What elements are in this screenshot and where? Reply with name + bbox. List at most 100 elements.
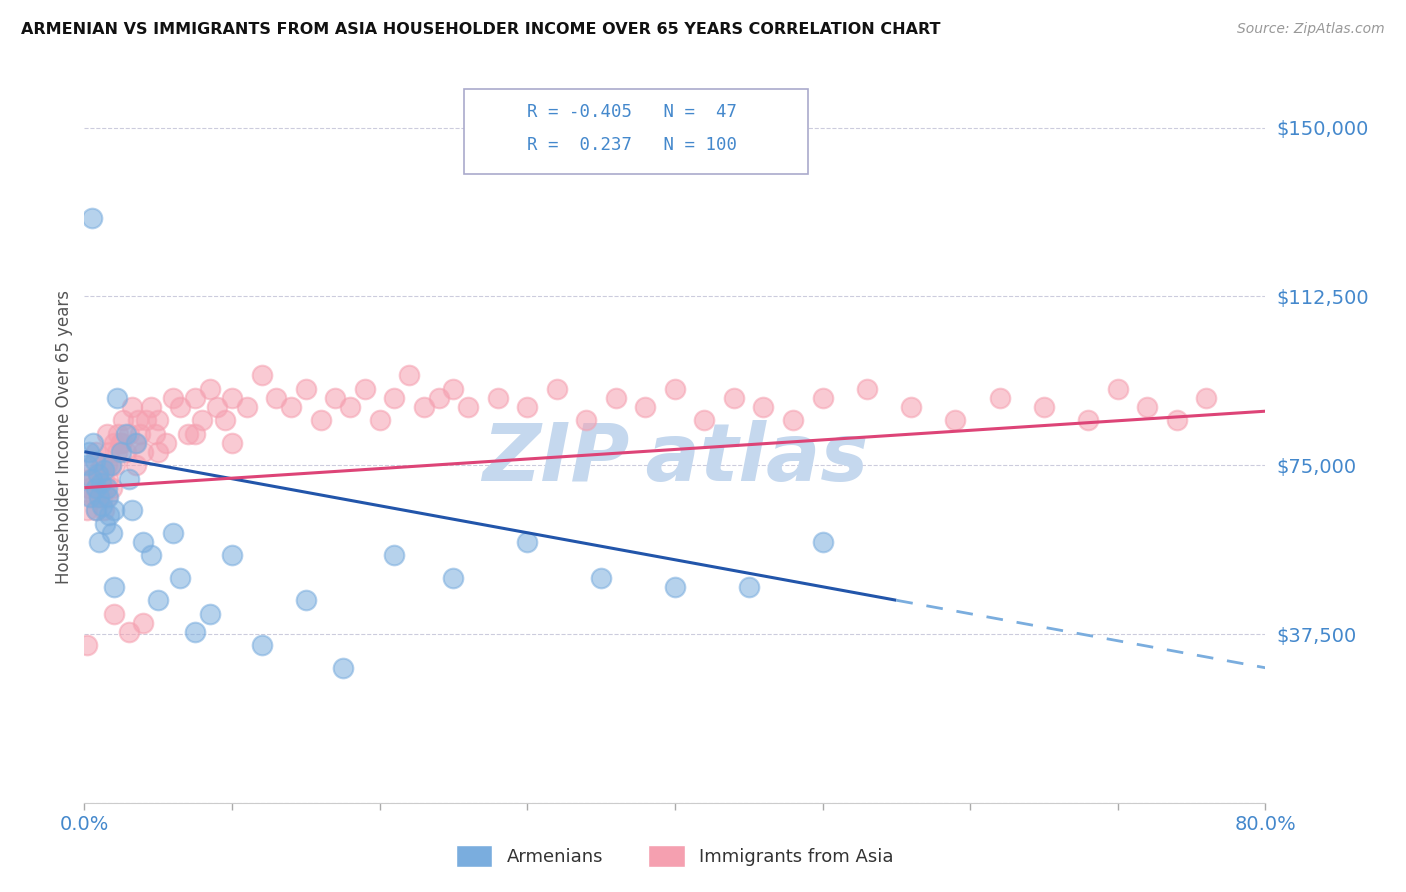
Point	[135, 413, 157, 427]
Point	[198, 382, 221, 396]
Point	[413, 400, 436, 414]
Point	[162, 525, 184, 540]
Point	[83, 490, 105, 504]
Point	[382, 548, 406, 562]
Point	[184, 624, 207, 639]
Point	[177, 426, 200, 441]
Point	[250, 368, 273, 383]
Point	[354, 382, 377, 396]
Point	[139, 548, 162, 562]
Point	[339, 400, 361, 414]
Point	[87, 534, 111, 549]
Point	[103, 435, 125, 450]
Point	[221, 548, 243, 562]
Point	[96, 490, 118, 504]
Point	[83, 453, 105, 467]
Text: R =  0.237   N = 100: R = 0.237 N = 100	[527, 136, 737, 154]
Point	[1107, 382, 1129, 396]
Point	[368, 413, 391, 427]
Point	[77, 481, 100, 495]
Point	[124, 435, 146, 450]
Point	[605, 391, 627, 405]
Point	[84, 481, 107, 495]
Point	[1195, 391, 1218, 405]
Point	[148, 413, 170, 427]
Point	[250, 638, 273, 652]
Point	[91, 490, 114, 504]
Point	[80, 472, 103, 486]
Point	[309, 413, 332, 427]
Text: ARMENIAN VS IMMIGRANTS FROM ASIA HOUSEHOLDER INCOME OVER 65 YEARS CORRELATION CH: ARMENIAN VS IMMIGRANTS FROM ASIA HOUSEHO…	[21, 22, 941, 37]
Point	[143, 426, 166, 441]
Point	[664, 580, 686, 594]
Point	[98, 508, 121, 522]
Point	[80, 490, 103, 504]
Point	[132, 534, 155, 549]
Point	[84, 503, 107, 517]
Point	[107, 426, 129, 441]
Point	[105, 391, 128, 405]
Point	[398, 368, 420, 383]
Point	[91, 458, 114, 473]
Point	[90, 481, 112, 495]
Point	[945, 413, 967, 427]
Point	[77, 444, 100, 458]
Point	[443, 382, 465, 396]
Point	[118, 624, 141, 639]
Point	[443, 571, 465, 585]
Point	[811, 391, 834, 405]
Point	[214, 413, 236, 427]
Point	[148, 593, 170, 607]
Point	[382, 391, 406, 405]
Point	[169, 400, 191, 414]
Point	[148, 444, 170, 458]
Point	[96, 426, 118, 441]
Point	[207, 400, 229, 414]
Point	[132, 444, 155, 458]
Point	[103, 607, 125, 621]
Point	[105, 444, 128, 458]
Point	[236, 400, 259, 414]
Point	[97, 472, 120, 486]
Point	[118, 426, 141, 441]
Point	[325, 391, 347, 405]
Point	[295, 593, 318, 607]
Point	[121, 503, 143, 517]
Point	[546, 382, 568, 396]
Point	[634, 400, 657, 414]
Point	[280, 400, 302, 414]
Point	[82, 472, 104, 486]
Point	[184, 391, 207, 405]
Point	[125, 435, 148, 450]
Point	[295, 382, 318, 396]
Point	[84, 503, 107, 517]
Point	[221, 435, 243, 450]
Point	[121, 400, 143, 414]
Point	[101, 481, 124, 495]
Point	[79, 472, 101, 486]
Point	[125, 458, 148, 473]
Point	[427, 391, 450, 405]
Point	[516, 534, 538, 549]
Point	[97, 490, 120, 504]
Point	[486, 391, 509, 405]
Point	[76, 638, 98, 652]
Point	[132, 615, 155, 630]
Point	[104, 458, 127, 473]
Point	[162, 391, 184, 405]
Point	[782, 413, 804, 427]
Point	[752, 400, 775, 414]
Point	[118, 472, 141, 486]
Point	[87, 490, 111, 504]
Point	[76, 503, 98, 517]
Point	[111, 413, 134, 427]
Point	[91, 499, 114, 513]
Point	[266, 391, 288, 405]
Legend: Armenians, Immigrants from Asia: Armenians, Immigrants from Asia	[449, 838, 901, 874]
Point	[96, 481, 118, 495]
Point	[221, 391, 243, 405]
Point	[575, 413, 598, 427]
Point	[856, 382, 879, 396]
Point	[101, 525, 124, 540]
Point	[82, 435, 104, 450]
